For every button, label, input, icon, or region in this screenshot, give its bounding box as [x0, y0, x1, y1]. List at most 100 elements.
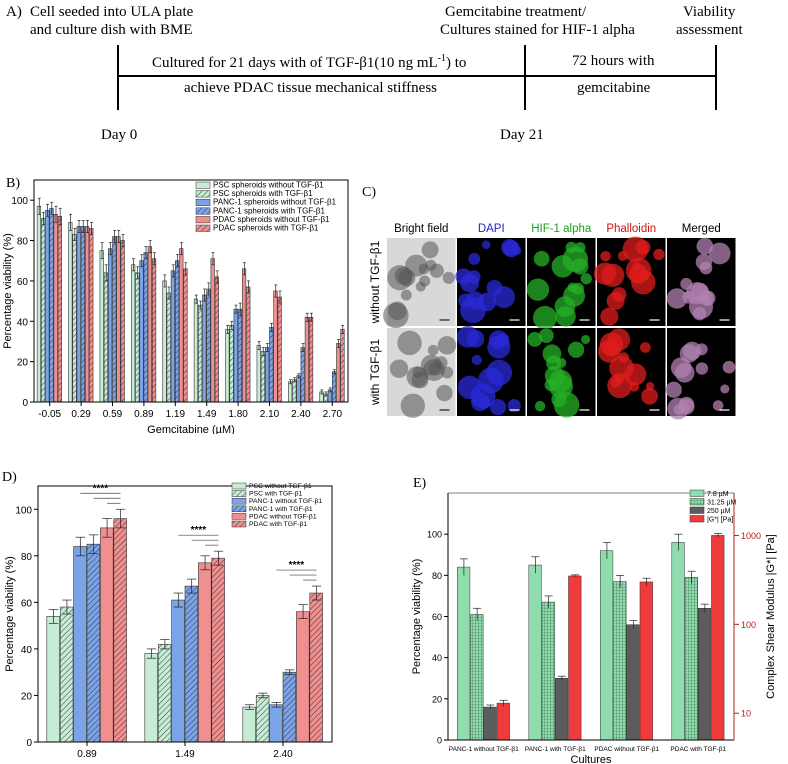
cell-blob	[389, 359, 409, 378]
cell-blob	[615, 376, 624, 385]
bar-5-0	[193, 298, 199, 403]
bar-4-4	[179, 248, 184, 403]
cell-blob	[554, 296, 576, 317]
bar-7-1	[260, 351, 266, 403]
chart-d: 0.891.492.40020406080100Gemcitabine (µM)…	[4, 482, 333, 760]
cell-blob	[695, 362, 709, 375]
cell-blob	[437, 336, 457, 355]
legend-label: PANC-1 with TGF-β1	[249, 506, 313, 513]
bar-1-5	[211, 557, 225, 743]
bar-0-3	[496, 702, 510, 741]
y-tick-label: 80	[432, 571, 442, 581]
cell-blob	[645, 381, 655, 391]
legend-label: PDAC without TGF-β1	[249, 513, 317, 520]
bar-2-1	[255, 695, 270, 743]
micrograph-1-4	[665, 328, 736, 420]
cell-blob	[699, 261, 713, 275]
y-tick-label: 60	[432, 612, 442, 622]
cell-blob	[600, 250, 611, 262]
y2-tick-label: 10	[741, 709, 751, 719]
panel-a: A) Cell seeded into ULA plate and cultur…	[0, 0, 788, 150]
bar-3-3	[711, 535, 725, 741]
bar-2-2	[108, 248, 113, 403]
panel-a-label: A)	[6, 4, 22, 20]
x-tick-label: PANC-1 with TGF-β1	[525, 746, 586, 753]
panel-d-label: D)	[2, 470, 17, 485]
bar-2-4	[296, 611, 310, 743]
y-tick-label: 20	[432, 694, 442, 704]
x-tick-label: 1.19	[166, 409, 186, 420]
bar-5-3	[206, 288, 211, 403]
bar-3-2	[139, 260, 144, 403]
bar-1-1	[157, 643, 172, 743]
bar-3-4	[147, 246, 152, 403]
bar-0-2	[73, 546, 87, 743]
x-tick-label: 1.49	[175, 749, 195, 760]
panel-e-label: E)	[413, 476, 427, 491]
x-tick-label: 0.89	[134, 409, 154, 420]
legend-label: PANC-1 spheroids with TGF-β1	[213, 206, 325, 215]
bar-0-3	[86, 543, 101, 743]
bar-2-0	[242, 706, 256, 743]
legend-swatch	[195, 198, 211, 206]
cell-blob	[400, 393, 425, 418]
bar-4-2	[170, 270, 175, 403]
bar-1-3	[184, 585, 199, 743]
bar-3-0	[131, 264, 136, 403]
bar-8-3	[300, 347, 305, 403]
cell-blob	[629, 264, 649, 284]
legend-swatch	[689, 489, 705, 497]
legend-swatch	[231, 482, 247, 490]
culture-text-2: achieve PDAC tissue mechanical stiffness	[184, 80, 437, 96]
cell-blob	[600, 307, 619, 326]
y-tick-label: 80	[21, 552, 33, 563]
legend-label: PDAC spheroids with TGF-β1	[213, 224, 319, 233]
legend-swatch	[231, 513, 247, 520]
legend-label: 31.25 µM	[707, 500, 736, 507]
bar-8-0	[288, 381, 293, 403]
bar-2-3	[112, 236, 117, 403]
y-tick-label: 80	[17, 237, 29, 248]
cell-blob	[427, 344, 439, 356]
bar-0-0	[36, 205, 42, 403]
cell-blob	[678, 398, 695, 415]
bar-1-1	[72, 234, 77, 403]
legend-label: PSC spheroids without TGF-β1	[213, 181, 324, 190]
legend-swatch	[195, 190, 211, 198]
legend-swatch	[195, 181, 211, 189]
cell-blob	[400, 289, 412, 301]
bar-8-1	[292, 379, 297, 403]
bar-1-1	[541, 601, 555, 741]
bar-9-4	[336, 343, 341, 403]
bar-5-4	[210, 258, 215, 403]
legend-swatch	[231, 520, 247, 528]
bar-2-1	[103, 272, 109, 403]
cell-blob	[682, 290, 696, 304]
x-tick-label: PDAC without TGF-β1	[594, 746, 659, 753]
bar-0-2	[45, 209, 50, 403]
bar-1-0	[528, 564, 542, 741]
bar-1-0	[68, 222, 73, 403]
micrograph-1-2	[527, 328, 596, 418]
bar-3-2	[698, 608, 712, 741]
micrograph-0-1	[455, 238, 526, 326]
legend-swatch	[195, 207, 211, 215]
viability-text-1: Viability	[683, 4, 736, 20]
x-tick-label: -0.05	[38, 409, 61, 420]
row-label-without: without TGF-β1	[368, 240, 382, 324]
hours-text-1: 72 hours with	[572, 53, 655, 69]
bar-2-5	[309, 592, 323, 743]
y-tick-label: 20	[17, 358, 29, 369]
cell-blob	[712, 400, 724, 411]
cell-blob	[567, 341, 585, 358]
bar-2-2	[269, 704, 283, 743]
bar-2-4	[116, 236, 121, 403]
bar-8-5	[308, 316, 314, 403]
y2-tick-label: 1000	[741, 531, 761, 541]
legend-swatch	[231, 490, 247, 497]
cell-blob	[488, 330, 508, 350]
bar-9-5	[340, 329, 345, 403]
cell-blob	[526, 278, 550, 301]
